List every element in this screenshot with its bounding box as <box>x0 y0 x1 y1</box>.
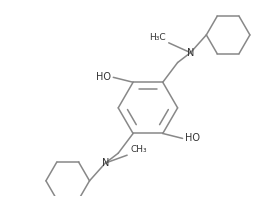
Text: HO: HO <box>96 72 111 82</box>
Text: HO: HO <box>185 133 200 143</box>
Text: CH₃: CH₃ <box>130 145 147 154</box>
Text: H₃C: H₃C <box>149 33 166 42</box>
Text: N: N <box>187 48 194 58</box>
Text: N: N <box>102 158 109 168</box>
